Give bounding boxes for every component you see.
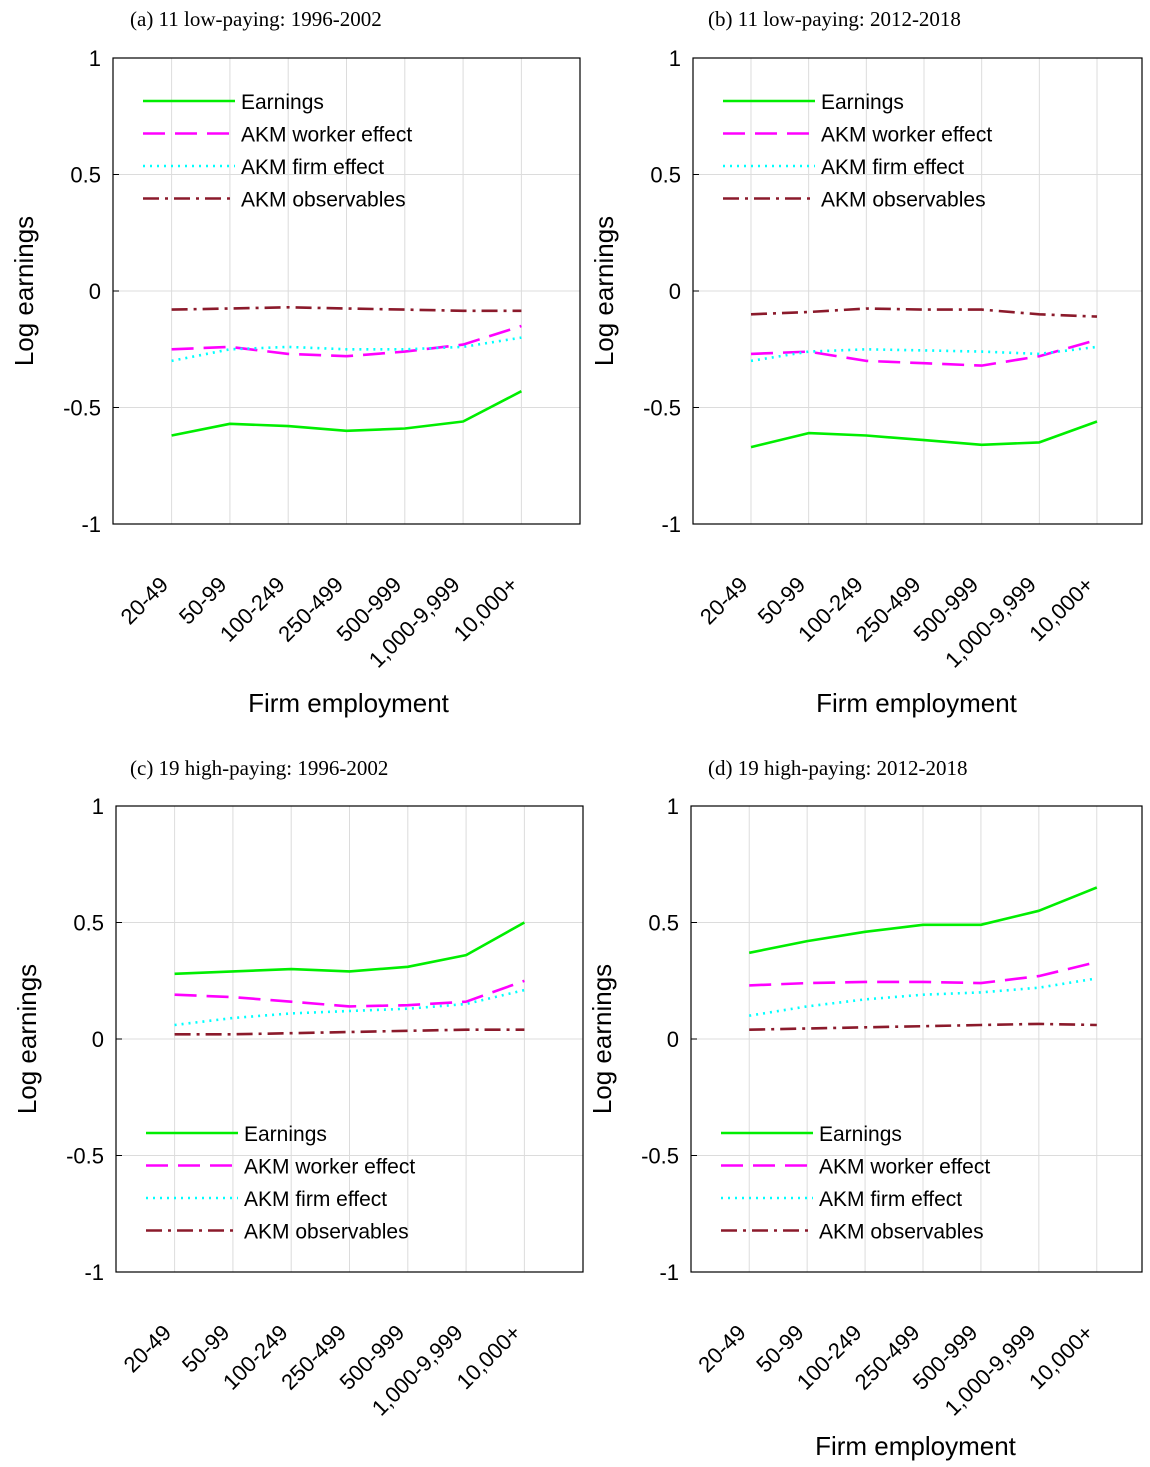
x-tick-label: 20-49: [116, 572, 173, 629]
panel-title: (a) 11 low-paying: 1996-2002: [130, 7, 382, 31]
y-tick-label: -1: [81, 512, 101, 537]
x-tick-label: 20-49: [119, 1320, 176, 1377]
y-tick-label: 0.5: [70, 163, 101, 188]
y-tick-label: 0: [92, 1027, 104, 1052]
legend-label: AKM worker effect: [244, 1156, 415, 1179]
panel-title: (b) 11 low-paying: 2012-2018: [708, 7, 961, 31]
series-line: [174, 988, 525, 1027]
y-tick-label: 0.5: [73, 911, 104, 936]
y-tick-label: 0: [669, 279, 681, 304]
y-tick-label: -1: [659, 1260, 679, 1285]
panel-title: (c) 19 high-paying: 1996-2002: [130, 756, 388, 780]
x-tick-label: 20-49: [693, 1320, 750, 1377]
chart-panel-0: (a) 11 low-paying: 1996-2002 1 0.5 0 -0.5 -1 2…: [9, 7, 581, 718]
chart-panel-3: (d) 19 high-paying: 2012-2018 1 0.5 0 -0.5 -1…: [587, 756, 1143, 1461]
series-line: [171, 390, 522, 437]
legend-label: AKM observables: [821, 189, 986, 212]
legend: Earnings AKM worker effect AKM firm effect…: [143, 91, 412, 212]
y-tick-label: -0.5: [66, 1144, 104, 1169]
chart-panel-1: (b) 11 low-paying: 2012-2018 1 0.5 0 -0.5 -1 2…: [589, 7, 1143, 718]
x-axis-label: Firm employment: [816, 688, 1018, 718]
legend-label: AKM worker effect: [819, 1156, 990, 1179]
y-tick-label: 0.5: [648, 911, 679, 936]
y-tick-label: 1: [92, 794, 104, 819]
chart-panel-2: (c) 19 high-paying: 1996-2002 1 0.5 0 -0.5 -1…: [12, 756, 584, 1421]
x-tick-label: 10,000+: [1024, 1320, 1098, 1394]
legend-label: AKM worker effect: [241, 124, 412, 147]
series-line: [750, 338, 1098, 367]
series-line: [174, 1028, 525, 1036]
series-line: [749, 960, 1098, 987]
series-line: [174, 979, 525, 1008]
y-tick-label: -0.5: [641, 1144, 679, 1169]
series-line: [171, 324, 522, 358]
x-tick-label: 10,000+: [452, 1320, 526, 1394]
y-tick-label: -0.5: [643, 396, 681, 421]
legend-label: AKM observables: [241, 189, 406, 212]
series-line: [171, 336, 522, 363]
legend: Earnings AKM worker effect AKM firm effect…: [723, 91, 992, 212]
panel-title: (d) 19 high-paying: 2012-2018: [708, 756, 968, 780]
x-axis-label: Firm employment: [815, 1431, 1017, 1461]
legend-label: AKM observables: [819, 1221, 984, 1244]
series-line: [749, 1022, 1097, 1031]
series-line: [174, 921, 526, 976]
y-tick-label: -1: [84, 1260, 104, 1285]
x-tick-label: 20-49: [695, 572, 752, 629]
y-tick-label: 1: [667, 794, 679, 819]
series-line: [750, 307, 1098, 318]
y-axis-label: Log earnings: [9, 216, 39, 366]
legend-label: Earnings: [819, 1123, 902, 1146]
legend-label: Earnings: [244, 1123, 327, 1146]
legend-label: AKM firm effect: [821, 156, 964, 179]
y-tick-label: -1: [661, 512, 681, 537]
series-line: [748, 977, 1098, 1017]
x-axis-label: Firm employment: [248, 688, 450, 718]
y-tick-label: 1: [669, 46, 681, 71]
y-tick-label: 0: [667, 1027, 679, 1052]
legend: Earnings AKM worker effect AKM firm effect…: [146, 1123, 415, 1244]
legend-label: AKM firm effect: [819, 1188, 962, 1211]
y-axis-label: Log earnings: [12, 964, 42, 1114]
legend-label: AKM worker effect: [821, 124, 992, 147]
y-tick-label: 1: [89, 46, 101, 71]
series-line: [171, 305, 522, 313]
y-tick-label: -0.5: [63, 396, 101, 421]
x-tick-label: 10,000+: [1024, 572, 1098, 646]
legend-label: Earnings: [821, 91, 904, 114]
legend-label: AKM firm effect: [241, 156, 384, 179]
series-line: [748, 886, 1098, 955]
series-line: [750, 420, 1098, 449]
legend-label: AKM observables: [244, 1221, 409, 1244]
legend-label: Earnings: [241, 91, 324, 114]
legend: Earnings AKM worker effect AKM firm effect…: [721, 1123, 990, 1244]
x-tick-label: 10,000+: [449, 572, 523, 646]
y-tick-label: 0.5: [650, 163, 681, 188]
y-axis-label: Log earnings: [587, 964, 617, 1114]
legend-label: AKM firm effect: [244, 1188, 387, 1211]
y-axis-label: Log earnings: [589, 216, 619, 366]
y-tick-label: 0: [89, 279, 101, 304]
